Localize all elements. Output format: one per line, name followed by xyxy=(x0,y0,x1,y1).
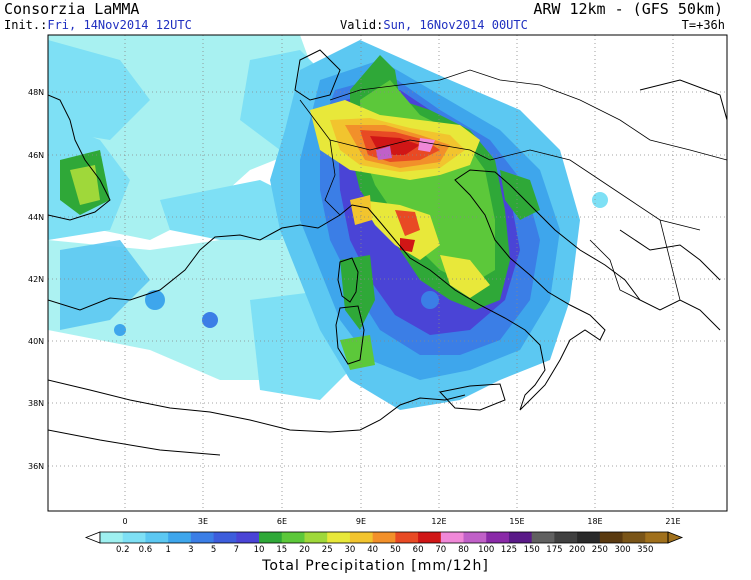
lon-label: 0 xyxy=(122,517,127,526)
colorbar-swatch xyxy=(327,532,351,543)
lon-labels: 0 3E 6E 9E 12E 15E 18E 21E xyxy=(122,517,680,526)
lon-label: 9E xyxy=(356,517,366,526)
colorbar-level-label: 80 xyxy=(458,545,469,555)
colorbar-min-arrow xyxy=(84,531,101,544)
country-borders xyxy=(299,69,727,301)
colorbar-level-label: 300 xyxy=(614,545,630,555)
colorbar-level-label: 7 xyxy=(234,545,239,555)
colorbar-swatch xyxy=(349,532,374,543)
valid-time: Valid:Sun, 16Nov2014 00UTC xyxy=(340,18,528,32)
colorbar-swatch xyxy=(145,532,169,543)
colorbar-level-label: 5 xyxy=(211,545,216,555)
colorbar-swatch xyxy=(281,532,305,543)
colorbar-title: Total Precipitation [mm/12h] xyxy=(262,558,489,574)
colorbar-level-label: 70 xyxy=(435,545,446,555)
lat-label: 46N xyxy=(28,151,44,160)
colorbar-swatch xyxy=(486,532,510,543)
colorbar-swatch xyxy=(440,532,465,543)
lon-label: 15E xyxy=(509,517,524,526)
colorbar-level-label: 250 xyxy=(592,545,608,555)
colorbar-swatch xyxy=(622,532,646,543)
lon-label: 18E xyxy=(587,517,602,526)
colorbar-max-arrow xyxy=(667,531,684,544)
coastlines xyxy=(48,49,727,456)
colorbar-level-label: 60 xyxy=(413,545,424,555)
colorbar-swatch xyxy=(531,532,555,543)
colorbar-level-label: 30 xyxy=(345,545,356,555)
precipitation-map: 48N 46N 44N 42N 40N 38N 36N 0 3E 6E 9E 1… xyxy=(28,34,728,555)
valid-value: Sun, 16Nov2014 00UTC xyxy=(383,18,528,32)
lat-label: 36N xyxy=(28,462,44,471)
colorbar-swatch xyxy=(213,532,237,543)
graticule xyxy=(48,35,727,511)
colorbar-level-label: 100 xyxy=(478,545,494,555)
colorbar-swatch xyxy=(554,532,578,543)
colorbar-swatch xyxy=(190,532,215,543)
colorbar-swatch xyxy=(100,532,124,543)
colorbar-level-label: 350 xyxy=(637,545,653,555)
lon-label: 12E xyxy=(431,517,446,526)
colorbar-level-label: 10 xyxy=(254,545,265,555)
colorbar-swatch xyxy=(599,532,624,543)
lat-label: 42N xyxy=(28,275,44,284)
org-title: Consorzia LaMMA xyxy=(4,0,140,18)
lat-labels: 48N 46N 44N 42N 40N 38N 36N xyxy=(28,88,44,471)
colorbar-level-label: 3 xyxy=(188,545,193,555)
colorbar-level-label: 0.6 xyxy=(139,545,153,555)
colorbar-level-label: 40 xyxy=(367,545,378,555)
lon-label: 3E xyxy=(198,517,208,526)
colorbar-level-label: 0.2 xyxy=(116,545,130,555)
colorbar-level-label: 15 xyxy=(276,545,287,555)
init-time: Init.:Fri, 14Nov2014 12UTC xyxy=(4,18,192,32)
colorbar-level-label: 200 xyxy=(569,545,585,555)
colorbar-level-label: 25 xyxy=(322,545,333,555)
colorbar-level-label: 1 xyxy=(165,545,170,555)
colorbar-frame xyxy=(99,531,669,544)
colorbar-swatch xyxy=(168,532,192,543)
colorbar-swatch xyxy=(577,532,601,543)
init-value: Fri, 14Nov2014 12UTC xyxy=(47,18,192,32)
lat-label: 44N xyxy=(28,213,44,222)
lon-label: 6E xyxy=(277,517,287,526)
init-label: Init.: xyxy=(4,18,48,32)
colorbar-swatch xyxy=(304,532,328,543)
colorbar-level-label: 125 xyxy=(501,545,517,555)
lat-label: 38N xyxy=(28,399,44,408)
lon-label: 21E xyxy=(665,517,680,526)
map-frame xyxy=(47,34,728,512)
colorbar-swatch xyxy=(645,532,669,543)
lat-label: 40N xyxy=(28,337,44,346)
precip-field xyxy=(48,35,608,410)
model-title: ARW 12km - (GFS 50km) xyxy=(533,0,723,18)
colorbar-swatch xyxy=(395,532,419,543)
colorbar-swatch xyxy=(463,532,487,543)
valid-label: Valid: xyxy=(340,18,384,32)
colorbar-level-label: 150 xyxy=(524,545,540,555)
colorbar-swatch xyxy=(122,532,146,543)
colorbar-level-label: 175 xyxy=(546,545,562,555)
forecast-step: T=+36h xyxy=(681,18,725,32)
colorbar-swatch xyxy=(508,532,533,543)
colorbar-level-label: 50 xyxy=(390,545,401,555)
colorbar-level-label: 20 xyxy=(299,545,310,555)
colorbar-swatch xyxy=(418,532,442,543)
colorbar-swatch xyxy=(259,532,283,543)
colorbar-swatch xyxy=(372,532,396,543)
lat-label: 48N xyxy=(28,88,44,97)
colorbar-swatch xyxy=(236,532,260,543)
colorbar: 0.2 0.6 1 3 5 7 10 15 20 25 30 40 50 60 70 80 100 125 150 1… xyxy=(84,531,684,555)
